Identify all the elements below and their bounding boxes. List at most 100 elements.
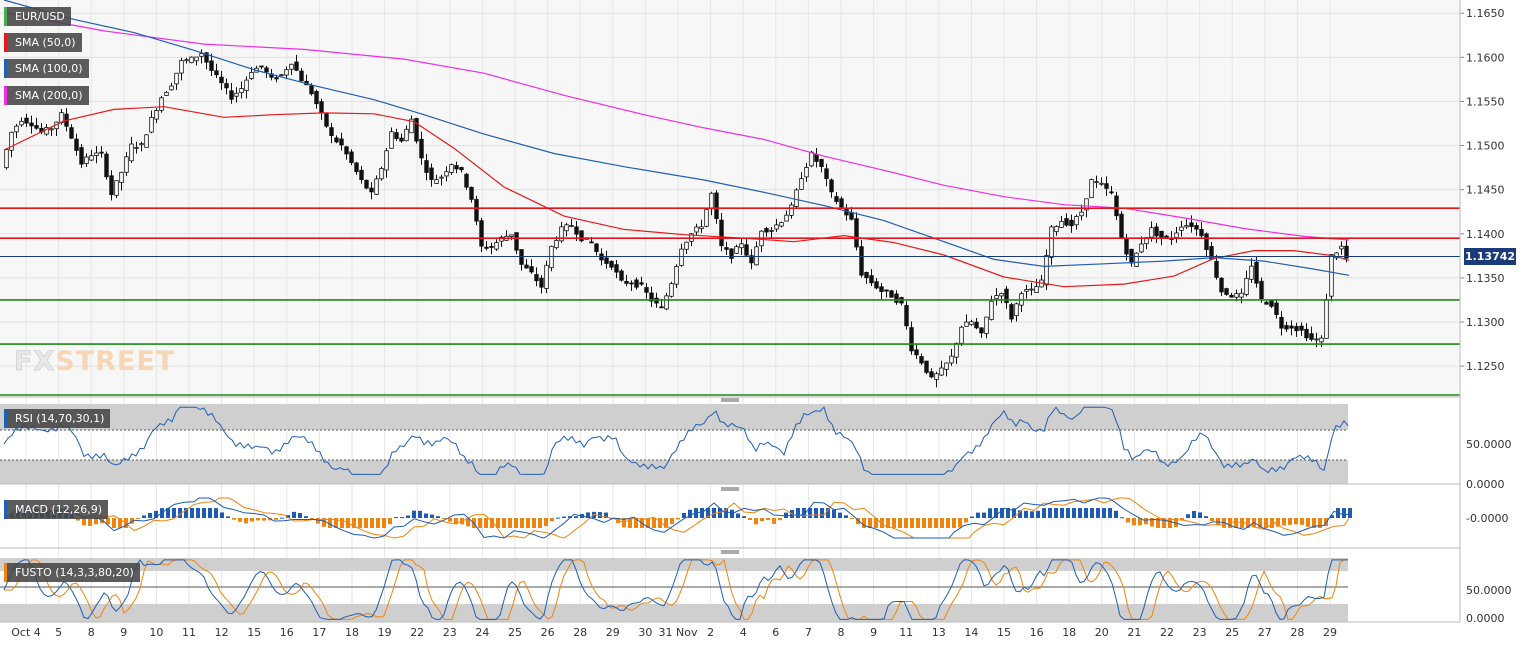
- candle-down: [309, 85, 314, 95]
- y-tick-label: 1.1300: [1466, 316, 1505, 329]
- macd-bar-negative: [862, 518, 866, 528]
- candle-up: [969, 321, 974, 326]
- sma50-line: [3, 106, 1350, 288]
- candle-down: [744, 244, 749, 256]
- candle-up: [754, 246, 759, 266]
- panel-resize-handles[interactable]: [721, 398, 739, 554]
- sma200-label[interactable]: SMA (200,0): [4, 86, 89, 105]
- candle-down: [974, 321, 979, 329]
- macd-bar-negative: [358, 518, 362, 528]
- candle-up: [1134, 252, 1139, 267]
- macd-bar-positive: [202, 508, 206, 518]
- candle-down: [574, 226, 579, 235]
- candle-down: [1309, 333, 1314, 340]
- macd-bar-negative: [490, 518, 494, 528]
- candle-up: [144, 134, 149, 148]
- macd-bar-positive: [724, 508, 728, 518]
- x-tick-label: 23: [1193, 626, 1207, 639]
- candle-down: [484, 246, 489, 249]
- macd-bar-positive: [1342, 508, 1346, 518]
- candle-down: [1259, 280, 1264, 299]
- symbol-label[interactable]: EUR/USD: [4, 7, 71, 26]
- fusto-label[interactable]: FUSTO (14,3,3,80,20): [4, 563, 140, 582]
- macd-bar-negative: [514, 518, 518, 528]
- candle-up: [1094, 181, 1099, 184]
- macd-bar-negative: [1156, 518, 1160, 528]
- macd-bar-positive: [1114, 510, 1118, 518]
- candle-down: [324, 112, 329, 127]
- macd-bar-positive: [1108, 508, 1112, 518]
- macd-bar-positive: [700, 508, 704, 518]
- sma50-label[interactable]: SMA (50,0): [4, 33, 82, 52]
- macd-bar-negative: [940, 518, 944, 528]
- candle-up: [19, 120, 24, 126]
- x-tick-label: 13: [932, 626, 946, 639]
- candle-down: [909, 327, 914, 352]
- candle-down: [894, 293, 899, 303]
- candle-up: [1249, 265, 1254, 280]
- macd-bar-positive: [586, 512, 590, 518]
- candle-down: [614, 264, 619, 273]
- macd-bar-negative: [442, 518, 446, 519]
- macd-bar-positive: [598, 512, 602, 518]
- macd-label[interactable]: MACD (12,26,9): [4, 500, 109, 519]
- candle-up: [14, 125, 19, 133]
- macd-bar-positive: [574, 516, 578, 518]
- candle-up: [134, 146, 139, 149]
- candle-down: [854, 218, 859, 248]
- candle-up: [1044, 255, 1049, 286]
- macd-bar-positive: [838, 512, 842, 518]
- price-panel-bg: [0, 0, 1460, 397]
- macd-bar-positive: [394, 517, 398, 519]
- candlestick-series: [4, 49, 1349, 388]
- macd-bar-negative: [754, 518, 758, 525]
- x-tick-label: 22: [410, 626, 424, 639]
- x-tick-label: 26: [541, 626, 555, 639]
- macd-bar-positive: [1006, 508, 1010, 518]
- x-tick-label: 9: [120, 626, 127, 639]
- candle-up: [149, 116, 154, 133]
- macd-bar-negative: [262, 518, 266, 521]
- macd-bar-positive: [190, 508, 194, 518]
- macd-bar-negative: [892, 518, 896, 528]
- macd-bar-positive: [172, 508, 176, 518]
- macd-bar-positive: [1012, 508, 1016, 518]
- rsi-tick-label: 50.0000: [1466, 438, 1512, 451]
- candle-down: [259, 65, 264, 68]
- macd-bar-negative: [256, 518, 260, 521]
- macd-bar-positive: [1060, 508, 1064, 518]
- macd-bar-negative: [646, 518, 650, 528]
- sma100-label[interactable]: SMA (100,0): [4, 59, 89, 78]
- candle-down: [659, 306, 664, 309]
- macd-bar-negative: [1258, 518, 1262, 528]
- candle-down: [1304, 328, 1309, 339]
- macd-bar-positive: [1120, 517, 1124, 519]
- macd-bar-positive: [412, 510, 416, 518]
- macd-bar-negative: [922, 518, 926, 528]
- macd-bar-negative: [634, 518, 638, 528]
- macd-bar-negative: [94, 518, 98, 525]
- macd-bar-positive: [1000, 508, 1004, 518]
- macd-bar-negative: [478, 518, 482, 528]
- macd-bar-positive: [742, 516, 746, 518]
- candle-up: [954, 342, 959, 358]
- macd-bar-positive: [214, 508, 218, 518]
- candle-down: [354, 162, 359, 173]
- x-tick-label: 31 Nov: [659, 626, 698, 639]
- candle-up: [989, 300, 994, 320]
- candle-down: [414, 118, 419, 142]
- macd-bar-negative: [928, 518, 932, 528]
- macd-panel: -0.0000: [0, 497, 1508, 549]
- candle-down: [814, 153, 819, 162]
- macd-bar-positive: [196, 508, 200, 518]
- candle-up: [89, 155, 94, 161]
- rsi-label[interactable]: RSI (14,70,30,1): [4, 409, 111, 428]
- macd-bar-negative: [1312, 518, 1316, 528]
- macd-bar-negative: [1234, 518, 1238, 528]
- x-tick-label: 23: [443, 626, 457, 639]
- macd-bar-positive: [718, 508, 722, 518]
- candle-up: [1084, 198, 1089, 211]
- fusto-d-line: [4, 558, 1348, 620]
- fusto-panel: 50.0000 0.0000: [0, 558, 1512, 625]
